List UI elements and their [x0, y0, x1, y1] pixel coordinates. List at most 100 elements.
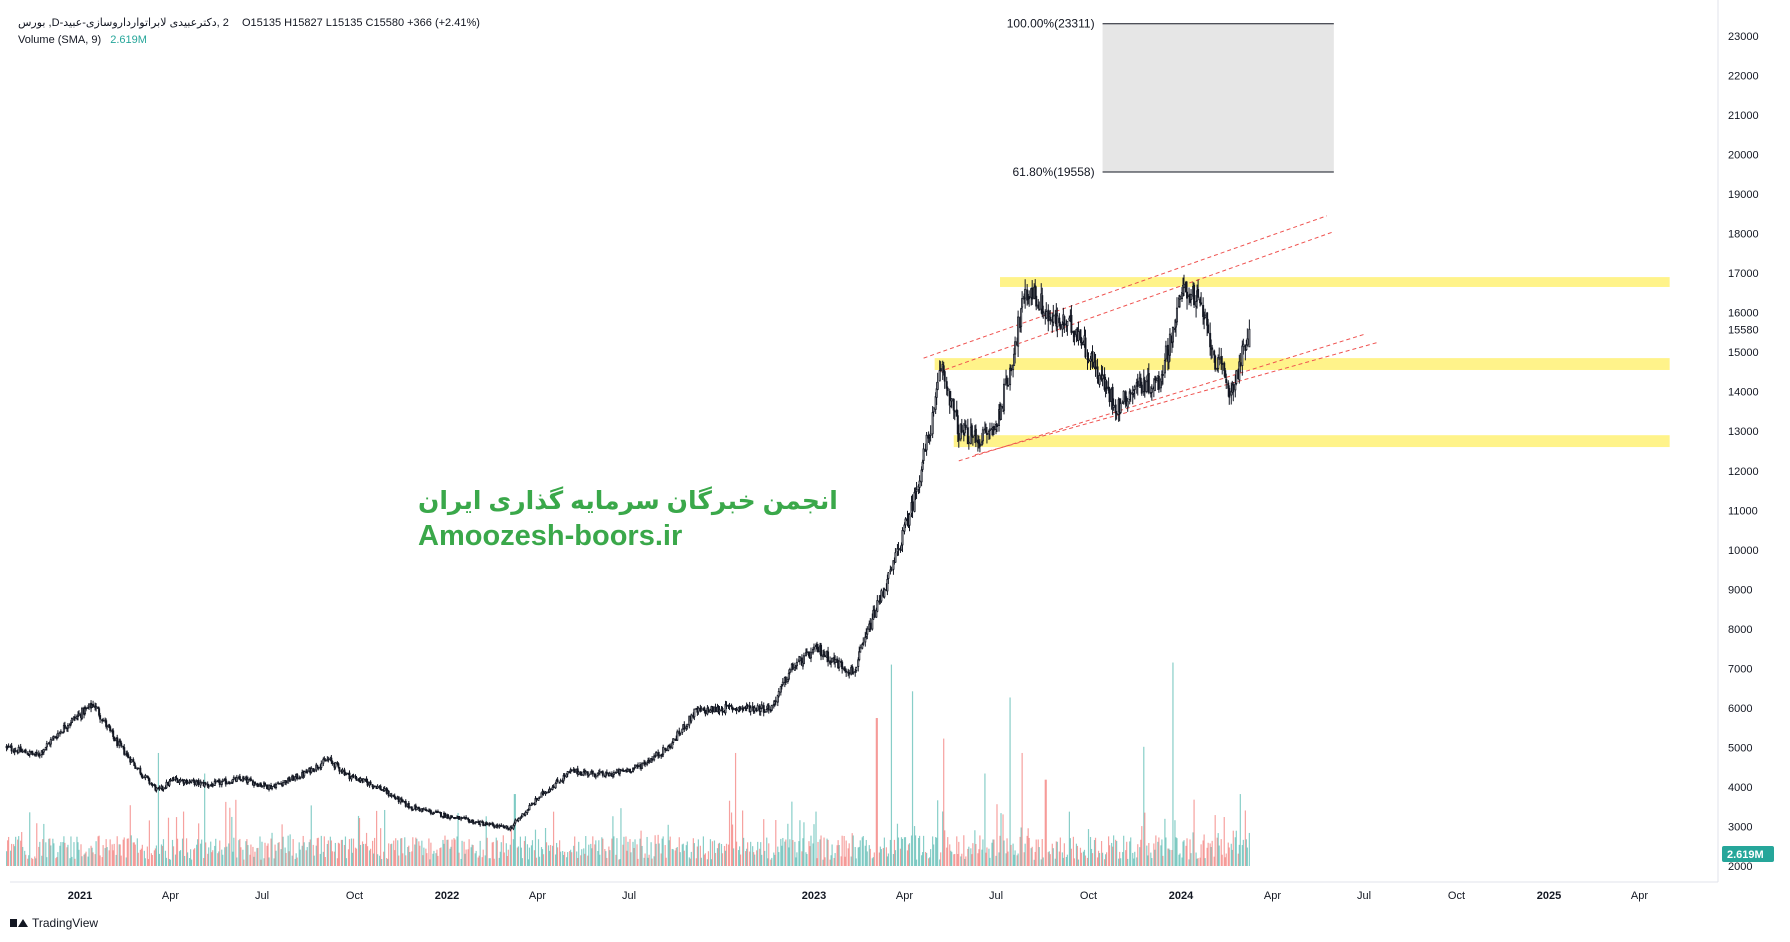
candle[interactable] — [162, 787, 165, 792]
candle[interactable] — [92, 700, 95, 708]
candle[interactable] — [1096, 358, 1099, 384]
volume-legend[interactable]: Volume (SMA, 9) 2.619M — [18, 34, 147, 46]
candle[interactable] — [1190, 289, 1193, 307]
candle[interactable] — [482, 820, 485, 827]
candle[interactable] — [559, 778, 562, 783]
candle[interactable] — [496, 823, 499, 829]
candle[interactable] — [978, 439, 981, 453]
candle[interactable] — [169, 778, 172, 782]
candle[interactable] — [350, 775, 353, 782]
candle[interactable] — [942, 361, 945, 376]
candle[interactable] — [303, 770, 306, 778]
candle[interactable] — [221, 778, 224, 783]
candle[interactable] — [77, 710, 80, 717]
candle[interactable] — [37, 750, 40, 758]
candle[interactable] — [1133, 384, 1136, 400]
candle[interactable] — [200, 781, 203, 784]
candle[interactable] — [1079, 329, 1082, 343]
symbol-legend[interactable]: 2 ,دکترعبیدی لابراتوارداروسازی-عبید-D, ب… — [18, 16, 480, 29]
candle[interactable] — [535, 797, 538, 803]
candle[interactable] — [1183, 274, 1186, 297]
candle[interactable] — [827, 646, 830, 667]
candle[interactable] — [1209, 322, 1212, 356]
candle[interactable] — [880, 588, 883, 603]
candle[interactable] — [563, 773, 566, 780]
candle[interactable] — [278, 782, 281, 785]
candle[interactable] — [838, 657, 841, 672]
candle[interactable] — [99, 712, 102, 723]
candle[interactable] — [551, 784, 554, 791]
candle[interactable] — [1220, 347, 1223, 370]
candle[interactable] — [70, 717, 73, 724]
candle[interactable] — [929, 425, 932, 442]
candle[interactable] — [475, 821, 478, 824]
candle[interactable] — [1186, 281, 1189, 310]
candle[interactable] — [904, 517, 907, 529]
candle[interactable] — [373, 785, 376, 788]
candle[interactable] — [95, 703, 98, 712]
candle[interactable] — [925, 431, 928, 456]
candle[interactable] — [399, 797, 402, 805]
candle[interactable] — [436, 809, 439, 813]
volume-indicator-label[interactable]: Volume (SMA, 9) — [18, 34, 102, 46]
candle[interactable] — [1199, 296, 1202, 307]
candle[interactable] — [224, 776, 227, 787]
candle[interactable] — [123, 744, 126, 756]
candle[interactable] — [199, 779, 202, 788]
candle[interactable] — [805, 648, 808, 656]
candle[interactable] — [500, 823, 503, 827]
candle[interactable] — [798, 656, 801, 665]
candle[interactable] — [376, 784, 379, 789]
candle[interactable] — [892, 560, 895, 575]
candle[interactable] — [1115, 410, 1118, 420]
candle[interactable] — [331, 760, 334, 766]
candle[interactable] — [573, 768, 576, 773]
candle[interactable] — [1003, 378, 1006, 415]
candle[interactable] — [938, 360, 941, 382]
candle[interactable] — [669, 743, 672, 750]
candle[interactable] — [1098, 372, 1101, 388]
candle[interactable] — [1114, 399, 1117, 421]
channel-line[interactable] — [958, 333, 1365, 462]
candle[interactable] — [506, 825, 509, 829]
candle[interactable] — [538, 796, 541, 800]
candle[interactable] — [1073, 330, 1076, 346]
candle[interactable] — [1037, 298, 1040, 309]
candle[interactable] — [615, 768, 618, 773]
candle[interactable] — [35, 749, 38, 757]
candle[interactable] — [1211, 344, 1214, 359]
candle[interactable] — [132, 757, 135, 763]
candle[interactable] — [651, 755, 654, 763]
candle[interactable] — [908, 512, 911, 532]
candle[interactable] — [521, 813, 524, 818]
candle[interactable] — [1168, 328, 1171, 362]
candle[interactable] — [829, 656, 832, 665]
candle[interactable] — [897, 541, 900, 556]
candle[interactable] — [383, 786, 386, 792]
candle[interactable] — [249, 776, 252, 782]
candle[interactable] — [151, 782, 154, 788]
candle[interactable] — [467, 817, 470, 822]
candle[interactable] — [974, 424, 977, 448]
candle[interactable] — [7, 743, 10, 748]
candle[interactable] — [474, 821, 477, 825]
channel-line[interactable] — [938, 231, 1334, 373]
candle[interactable] — [148, 777, 151, 786]
candle[interactable] — [586, 771, 589, 778]
candle[interactable] — [120, 740, 123, 748]
candle[interactable] — [957, 424, 960, 448]
candle[interactable] — [653, 753, 656, 762]
candle[interactable] — [836, 656, 839, 663]
candle[interactable] — [271, 786, 274, 791]
candle[interactable] — [724, 700, 727, 716]
candle[interactable] — [127, 752, 130, 759]
candle[interactable] — [876, 595, 879, 613]
candle[interactable] — [890, 566, 893, 572]
candle[interactable] — [1204, 308, 1207, 319]
candle[interactable] — [936, 372, 939, 391]
candle[interactable] — [988, 422, 991, 440]
candle[interactable] — [1063, 315, 1066, 334]
candle[interactable] — [425, 809, 428, 812]
candle[interactable] — [1157, 371, 1160, 393]
